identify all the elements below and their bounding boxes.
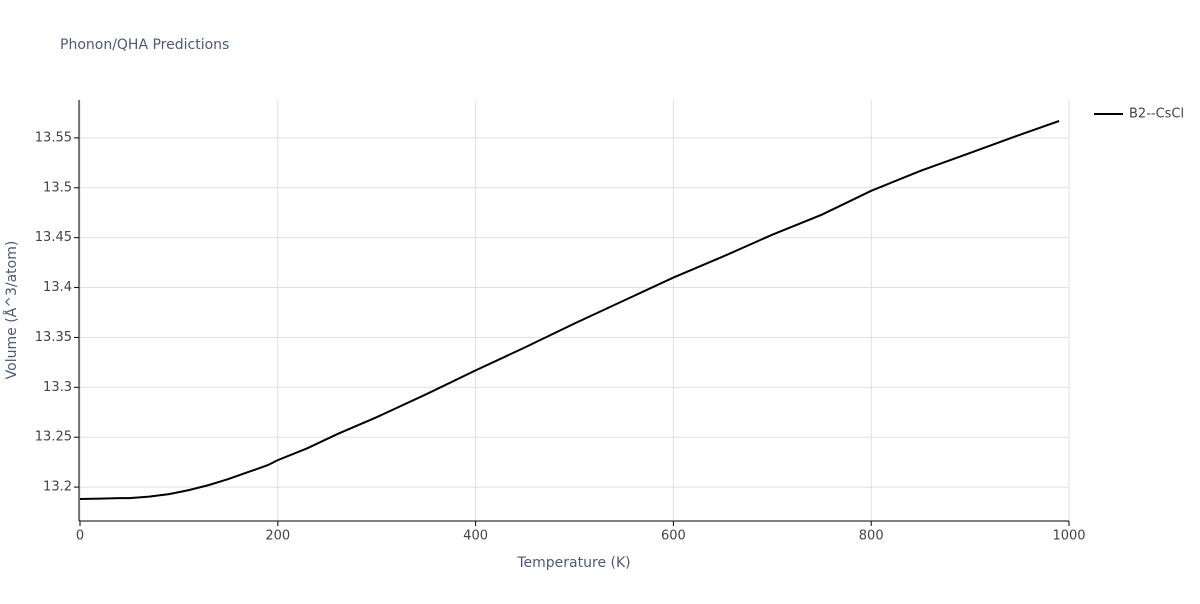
y-axis-title: Volume (Å^3/atom) <box>3 241 20 380</box>
x-tick-label: 600 <box>661 529 686 544</box>
y-tick-label: 13.45 <box>35 230 72 245</box>
y-tick-label: 13.55 <box>35 130 72 145</box>
x-tick-label: 0 <box>76 529 84 544</box>
y-tick-label: 13.4 <box>43 280 72 295</box>
x-axis-title: Temperature (K) <box>516 555 630 571</box>
x-tick-label: 1000 <box>1052 529 1085 544</box>
y-tick-label: 13.25 <box>35 430 72 445</box>
y-tick-label: 13.3 <box>43 380 72 395</box>
y-tick-label: 13.5 <box>43 180 72 195</box>
x-tick-label: 200 <box>265 529 290 544</box>
data-line <box>79 120 1060 500</box>
y-tick-label: 13.35 <box>35 330 72 345</box>
x-tick-label: 800 <box>859 529 884 544</box>
y-tick-label: 13.2 <box>43 480 72 495</box>
legend-label: B2--CsCl <box>1129 107 1184 122</box>
x-tick-label: 400 <box>463 529 488 544</box>
chart-title: Phonon/QHA Predictions <box>60 37 229 53</box>
